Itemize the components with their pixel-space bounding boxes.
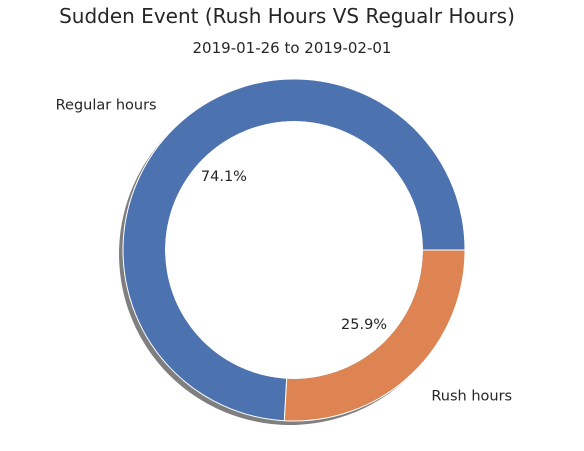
slice-percent-regular-hours: 74.1%	[201, 169, 247, 185]
slice-label-rush-hours: Rush hours	[431, 388, 512, 404]
slice-percent-rush-hours: 25.9%	[341, 317, 387, 333]
chart-title: Sudden Event (Rush Hours VS Regualr Hour…	[59, 4, 515, 28]
chart-subtitle: 2019-01-26 to 2019-02-01	[193, 39, 392, 57]
slice-label-regular-hours: Regular hours	[56, 98, 157, 114]
slice-rush-hours	[283, 249, 466, 422]
chart-slices	[122, 78, 466, 422]
chart-labels: Regular hours 74.1% Rush hours 25.9%	[56, 98, 512, 405]
